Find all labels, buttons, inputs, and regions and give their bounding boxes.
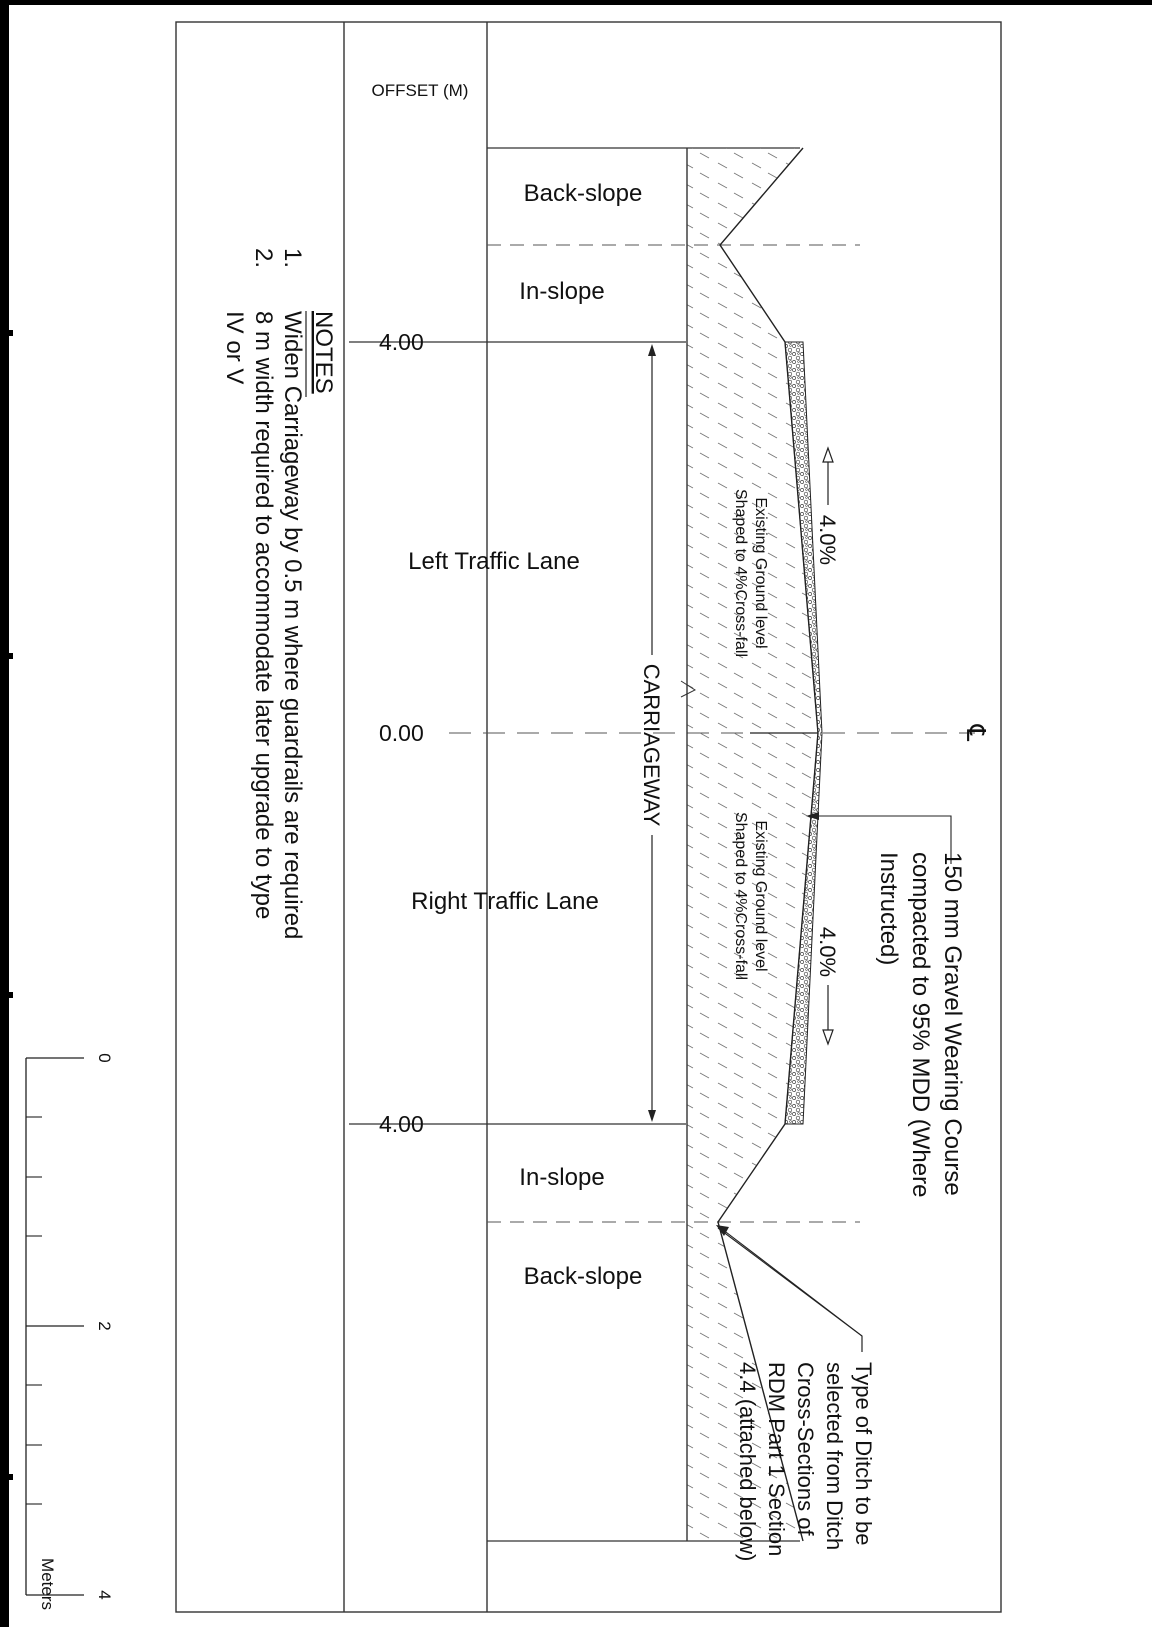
- wearing-course-note-1: 150 mm Gravel Wearing Course: [939, 852, 966, 1196]
- offset-value-top: 4.00: [379, 329, 424, 355]
- top-border: [0, 0, 1152, 5]
- zone-inslope-bottom: In-slope: [519, 1164, 604, 1191]
- notes-title: NOTES: [310, 311, 337, 394]
- notes-item-2-text-1: 8 m width required to accommodate later …: [250, 311, 277, 919]
- existing-ground-text-2b: Shaped to 4%Cross-fall: [732, 812, 749, 980]
- carriageway-label: CARRIAGEWAY: [639, 664, 664, 827]
- existing-ground-text-1b: Shaped to 4%Cross-fall: [732, 489, 749, 657]
- wearing-course-note-2: compacted to 95% MDD (Where: [907, 852, 934, 1197]
- zone-left-lane: Left Traffic Lane: [408, 548, 580, 575]
- offset-value-center: 0.00: [379, 720, 424, 746]
- ditch-note-2: selected from Ditch: [822, 1362, 847, 1550]
- wearing-course-note-3: Instructed): [875, 852, 902, 965]
- existing-ground-text-2a: Existing Ground level: [752, 820, 769, 971]
- notes-item-2-text-2: IV or V: [221, 311, 248, 384]
- crossfall-arrow-bottom: [822, 1029, 834, 1046]
- zone-right-lane: Right Traffic Lane: [411, 888, 599, 915]
- notes-item-2-num: 2.: [250, 248, 277, 268]
- ditch-note-5: 4.4 (attached below): [735, 1362, 760, 1561]
- existing-ground-text-1a: Existing Ground level: [752, 497, 769, 648]
- crossfall-arrow-top: [822, 446, 834, 463]
- zone-backslope-bottom: Back-slope: [524, 1263, 643, 1290]
- existing-ground-hatch: [687, 148, 818, 1541]
- scale-tick-0: 0: [95, 1053, 114, 1062]
- crossfall-label-bottom: 4.0%: [815, 927, 840, 977]
- left-border: [0, 0, 9, 1627]
- scale-tick-2: 2: [95, 1321, 114, 1330]
- zone-backslope-top: Back-slope: [524, 180, 643, 207]
- centerline-symbol: ℄: [961, 724, 991, 742]
- ditch-note-3: Cross-Sections of: [793, 1362, 818, 1537]
- crossfall-label-top: 4.0%: [815, 515, 840, 565]
- scale-tick-4: 4: [95, 1590, 114, 1599]
- notes-item-1-num: 1.: [279, 248, 306, 268]
- scale-bar: [25, 1057, 84, 1596]
- ditch-note-4: RDM Part 1 Section: [764, 1362, 789, 1556]
- ditch-note-1: Type of Ditch to be: [851, 1362, 876, 1545]
- drawing-frame: [175, 21, 1002, 1613]
- offset-value-bottom: 4.00: [379, 1111, 424, 1137]
- notes-item-1-text: Widen Carriageway by 0.5 m where guardra…: [279, 311, 306, 939]
- offset-header: OFFSET (M): [372, 81, 469, 100]
- scale-unit: Meters: [38, 1558, 57, 1610]
- zone-inslope-top: In-slope: [519, 278, 604, 305]
